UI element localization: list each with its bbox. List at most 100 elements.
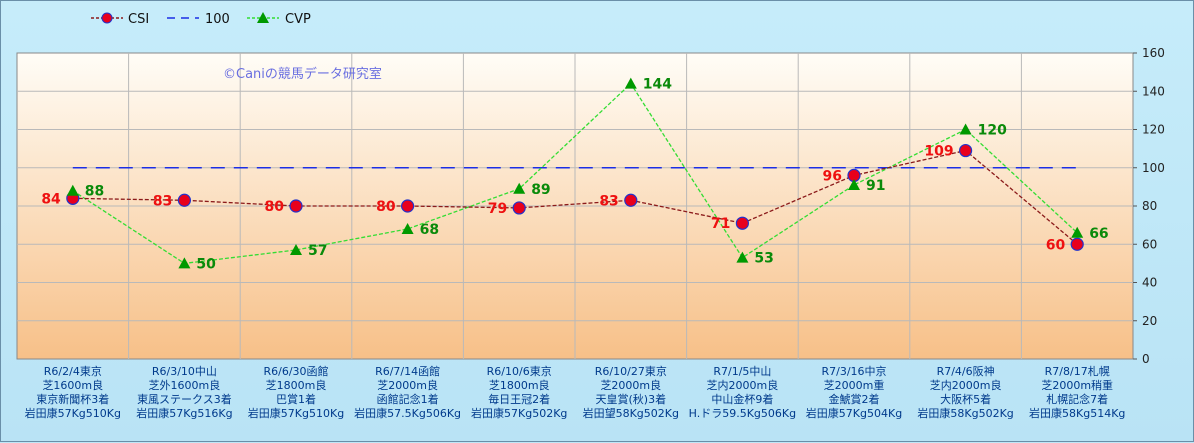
x-category-line: R6/6/30函館 [263,364,328,378]
x-category-line: 芝1800m良 [266,378,327,392]
x-category-line: 岩田康57Kg510Kg [248,406,344,420]
cvp-value-label-10: 66 [1089,226,1108,242]
x-category-line: 岩田望58Kg502Kg [583,406,679,420]
legend-100-label: 100 [205,12,230,27]
csi-value-label-4: 80 [376,199,396,215]
y-tick-label-160: 160 [1142,46,1165,60]
cvp-value-label-7: 53 [754,251,773,267]
y-tick-label-20: 20 [1142,314,1157,328]
x-category-line: R7/4/6阪神 [937,364,995,378]
cvp-point-5 [513,182,526,194]
x-category-line: R6/10/27東京 [595,364,667,378]
x-category-line: 芝2000m重 [824,378,885,392]
csi-value-label-8: 96 [823,168,842,184]
x-category-line: 岩田康57Kg516Kg [136,406,232,420]
cvp-point-10 [1071,226,1084,238]
cvp-value-label-3: 57 [308,243,327,259]
legend-cvp-label: CVP [285,12,311,27]
x-category-line: R6/3/10中山 [152,365,217,378]
x-category-line: 芝外1600m良 [149,378,221,392]
x-category-line: 東風ステークス3着 [137,392,232,406]
csi-value-label-9: 109 [924,144,953,160]
y-tick-label-40: 40 [1142,276,1157,290]
y-tick-label-100: 100 [1142,161,1165,175]
x-category-line: 函館記念1着 [377,392,439,406]
x-category-line: R7/1/5中山 [713,365,771,378]
x-category-line: 東京新聞杯3着 [36,392,109,406]
x-category-line: 芝1800m良 [489,378,550,392]
x-category-line: 岩田康58Kg502Kg [917,406,1013,420]
x-category-line: 芝2000m良 [600,378,661,392]
x-category-line: R7/8/17札幌 [1045,364,1110,378]
x-category-line: 芝2000m稍重 [1041,378,1113,392]
cvp-value-label-9: 120 [978,123,1007,139]
x-category-line: 芝内2000m良 [707,378,779,392]
x-category-line: 岩田康58Kg514Kg [1029,406,1125,420]
csi-value-label-1: 84 [41,191,61,207]
x-category-line: 札幌記念7着 [1046,392,1108,406]
csi-value-label-3: 80 [265,199,285,215]
csi-value-label-10: 60 [1046,237,1066,253]
x-category-line: R6/2/4東京 [44,364,102,378]
x-category-line: 芝2000m良 [377,378,438,392]
cvp-value-label-6: 144 [643,77,672,93]
cvp-point-6 [624,77,637,89]
x-category-line: 大阪杯5着 [940,392,991,406]
csi-point-4 [401,199,415,213]
cvp-point-9 [959,123,972,135]
x-category-line: R6/7/14函館 [375,364,440,378]
legend-csi-marker [101,12,113,24]
x-category-line: R6/10/6東京 [487,364,552,378]
y-tick-label-80: 80 [1142,199,1157,213]
x-category-line: 中山金杯9着 [711,392,773,406]
watermark: ©Caniの競馬データ研究室 [223,66,382,82]
csi-value-label-2: 83 [153,193,172,209]
csi-point-2 [177,193,191,207]
x-category-line: 毎日王冠2着 [488,392,550,406]
csi-point-3 [289,199,303,213]
cvp-value-label-5: 89 [531,182,550,198]
csi-point-7 [735,216,750,230]
x-category-line: 岩田康57.5Kg506Kg [354,406,461,420]
csi-value-label-6: 83 [599,193,618,209]
cvp-value-label-4: 68 [420,222,439,238]
x-category-line: 芝内2000m良 [930,378,1002,392]
csi-value-label-7: 71 [711,216,730,232]
y-axis-ticks: 0 20 40 60 80 100 120 140 160 [1133,46,1165,366]
legend-cvp-marker [257,12,269,23]
legend-item-100: 100 [167,12,230,27]
x-category-line: 岩田康57Kg502Kg [471,406,567,420]
x-category-line: 岩田康57Kg504Kg [806,406,902,420]
csi-point-6 [624,193,638,207]
x-category-line: 芝1600m良 [42,378,103,392]
legend-item-csi: CSI [91,12,149,27]
legend-item-cvp: CVP [247,12,311,27]
cvp-point-2 [178,257,191,269]
x-category-line: 岩田康57Kg510Kg [25,406,121,420]
y-tick-label-140: 140 [1142,84,1165,98]
y-tick-label-60: 60 [1142,237,1157,251]
series-cvp-line [72,82,1078,265]
cvp-point-1 [66,184,79,196]
x-category-line: H.ドラ59.5Kg506Kg [689,407,796,420]
csi-point-10 [1070,237,1084,251]
legend: CSI 100 CVP [91,12,311,27]
csi-value-label-5: 79 [488,201,507,217]
x-category-line: 金鯱賞2着 [829,392,880,406]
cvp-value-label-2: 50 [196,256,216,272]
series-layer: 84 83 80 80 79 83 71 96 109 60 88 50 57 68 89 144 53 91 12… [41,77,1108,273]
x-category-line: R7/3/16中京 [821,364,886,378]
cvp-point-3 [290,243,302,255]
